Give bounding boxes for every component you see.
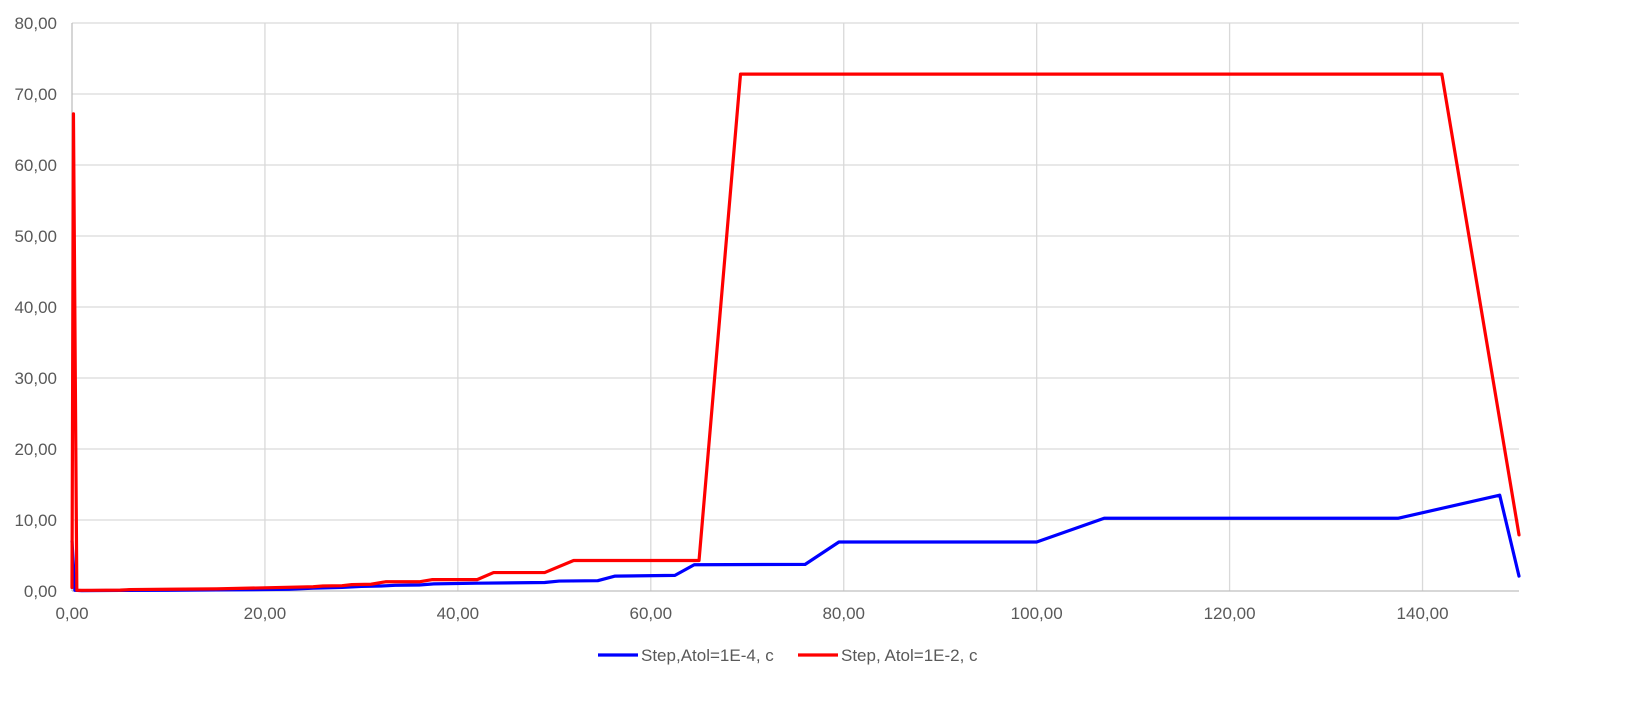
x-tick-label: 0,00 [55,604,88,623]
legend-label-2: Step, Atol=1E-2, c [841,646,978,665]
y-tick-label: 0,00 [24,582,57,601]
y-tick-label: 50,00 [14,227,57,246]
y-tick-label: 70,00 [14,85,57,104]
x-tick-label: 120,00 [1204,604,1256,623]
x-tick-label: 80,00 [822,604,865,623]
x-tick-label: 100,00 [1011,604,1063,623]
x-tick-label: 140,00 [1397,604,1449,623]
legend-label-1: Step,Atol=1E-4, c [641,646,774,665]
y-tick-label: 10,00 [14,511,57,530]
legend: Step,Atol=1E-4, c Step, Atol=1E-2, c [598,646,978,665]
y-tick-label: 40,00 [14,298,57,317]
x-axis-tick-labels: 0,00 20,00 40,00 60,00 80,00 100,00 120,00 140,… [55,604,1448,623]
x-tick-label: 20,00 [244,604,287,623]
horizontal-gridlines [72,22,1519,521]
series-lines [70,72,1521,593]
y-tick-label: 30,00 [14,369,57,388]
y-tick-label: 20,00 [14,440,57,459]
x-tick-label: 60,00 [630,604,673,623]
x-tick-label: 40,00 [437,604,480,623]
y-tick-label: 80,00 [14,14,57,33]
series-line-2 [70,72,1521,592]
y-tick-label: 60,00 [14,156,57,175]
y-axis-tick-labels: 0,00 10,00 20,00 30,00 40,00 50,00 60,00 70,00 8… [14,14,57,601]
series-line-1 [70,493,1521,593]
